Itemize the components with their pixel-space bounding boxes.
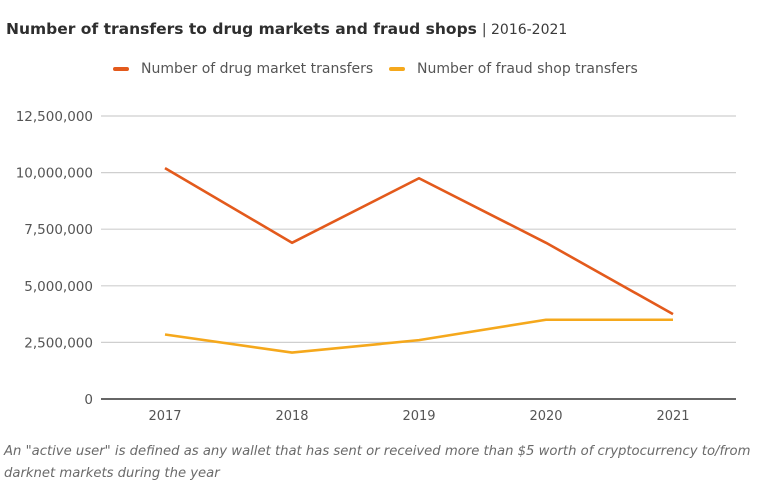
chart-title: Number of transfers to drug markets and … bbox=[6, 20, 567, 38]
y-tick-label: 7,500,000 bbox=[24, 222, 93, 238]
chart-title-main: Number of transfers to drug markets and … bbox=[6, 20, 477, 38]
y-tick-label: 2,500,000 bbox=[24, 335, 93, 351]
footnote: An "active user" is defined as any walle… bbox=[4, 444, 751, 481]
legend-item-drug: Number of drug market transfers bbox=[113, 61, 373, 77]
y-tick-label: 10,000,000 bbox=[16, 166, 93, 182]
x-tick-label: 2017 bbox=[148, 409, 181, 424]
chart-subtitle: 2016-2021 bbox=[491, 22, 568, 38]
series-line-drug-market-transfers bbox=[164, 166, 674, 316]
legend-label-drug: Number of drug market transfers bbox=[141, 61, 374, 77]
chart-subtitle-separator: | bbox=[481, 22, 491, 38]
legend-label-fraud: Number of fraud shop transfers bbox=[417, 61, 638, 77]
x-tick-label: 2021 bbox=[656, 409, 689, 424]
y-tick-label: 5,000,000 bbox=[24, 279, 93, 295]
x-tick-label: 2019 bbox=[402, 409, 435, 424]
series-line-fraud-shop-transfers bbox=[164, 318, 673, 354]
legend-swatch-drug bbox=[113, 67, 129, 71]
legend-swatch-fraud bbox=[389, 67, 405, 71]
y-tick-label: 12,500,000 bbox=[16, 109, 93, 125]
x-tick-label: 2020 bbox=[529, 409, 562, 424]
legend-item-fraud: Number of fraud shop transfers bbox=[389, 61, 638, 77]
x-tick-label: 2018 bbox=[275, 409, 308, 424]
y-tick-label: 0 bbox=[84, 392, 93, 408]
